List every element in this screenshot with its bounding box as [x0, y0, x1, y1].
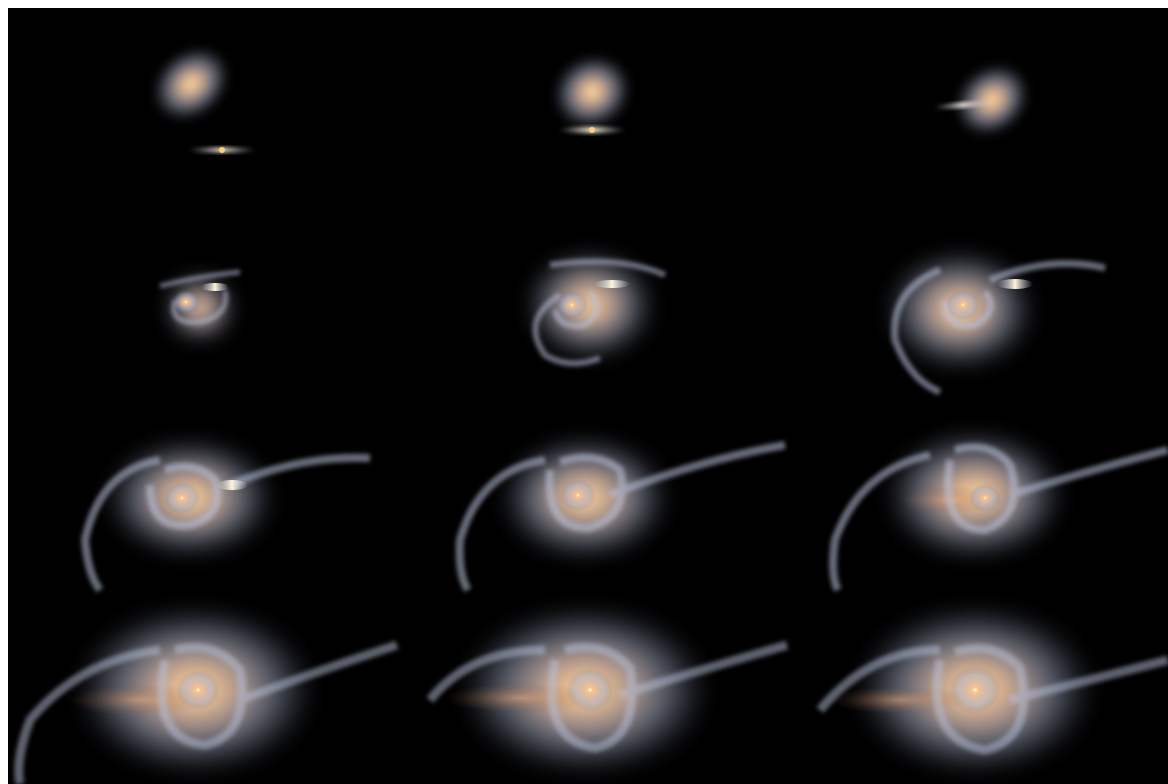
galaxy-disk [954, 63, 1030, 137]
galaxy-core [172, 290, 200, 314]
galaxy-core [176, 670, 220, 710]
galaxy-core [969, 484, 1001, 512]
tidal-arm [816, 643, 1168, 755]
companion-galaxy [594, 280, 630, 288]
galaxy-core [556, 291, 588, 319]
galaxy-halo [525, 250, 655, 360]
merger-remnant-light [830, 686, 970, 714]
panel [829, 430, 1168, 592]
galaxy-core [566, 668, 614, 712]
panel [426, 605, 789, 775]
tidal-arm [426, 640, 789, 753]
galaxy-core [589, 127, 595, 133]
tidal-arm [159, 269, 241, 325]
merger-remnant-light [70, 684, 210, 716]
tidal-arm [532, 258, 667, 367]
galaxy-disk [152, 47, 230, 121]
tidal-arm [829, 443, 1168, 592]
galaxy-core [946, 290, 980, 320]
panel [14, 605, 399, 784]
panel [525, 250, 667, 367]
panel [152, 47, 256, 153]
panel [933, 63, 1030, 137]
companion-galaxy [216, 480, 248, 490]
panel [885, 250, 1106, 396]
companion-galaxy [997, 279, 1033, 289]
galaxy-core [219, 147, 225, 153]
galaxy-core [949, 666, 1001, 714]
panel [455, 436, 786, 593]
panel [159, 269, 241, 342]
panel [80, 438, 371, 593]
tidal-arm [455, 441, 786, 593]
edge-on-galaxy [933, 101, 993, 109]
galaxy-core [560, 479, 596, 511]
tidal-arm [14, 640, 399, 784]
companion-galaxy [201, 283, 229, 291]
panel [816, 605, 1168, 775]
tidal-arm [80, 453, 371, 593]
panel [552, 54, 632, 133]
galaxy-core [164, 482, 200, 514]
tidal-arm [891, 260, 1106, 396]
merger-remnant-light [445, 683, 595, 713]
galaxy-disk [552, 54, 632, 130]
